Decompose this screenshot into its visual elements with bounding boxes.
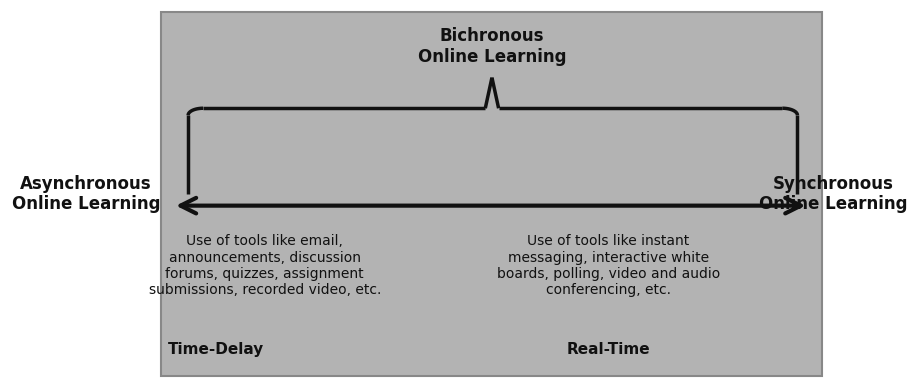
Text: Synchronous
Online Learning: Synchronous Online Learning — [759, 175, 907, 213]
Text: Real-Time: Real-Time — [566, 342, 650, 357]
Text: Asynchronous
Online Learning: Asynchronous Online Learning — [12, 175, 160, 213]
Text: Time-Delay: Time-Delay — [168, 342, 265, 357]
FancyBboxPatch shape — [161, 12, 823, 376]
Text: Use of tools like instant
messaging, interactive white
boards, polling, video an: Use of tools like instant messaging, int… — [497, 234, 720, 297]
Text: Use of tools like email,
announcements, discussion
forums, quizzes, assignment
s: Use of tools like email, announcements, … — [148, 234, 381, 297]
Text: Bichronous
Online Learning: Bichronous Online Learning — [418, 27, 566, 66]
